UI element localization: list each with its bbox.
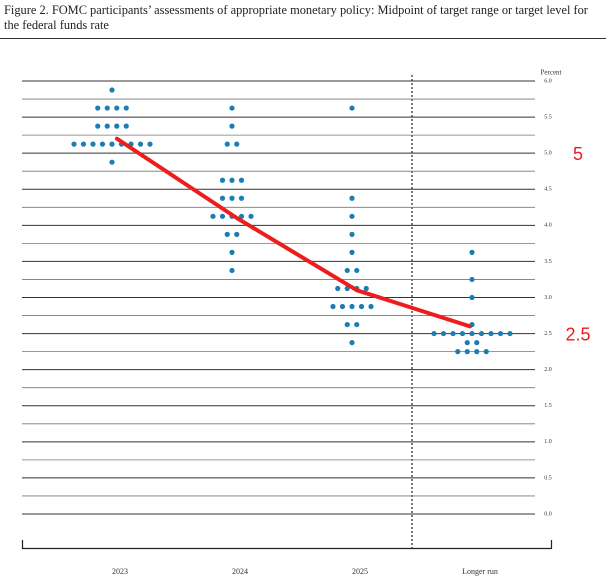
dot <box>229 177 235 183</box>
dot <box>109 87 115 93</box>
dot <box>349 340 355 346</box>
dot <box>469 330 475 337</box>
y-tick-label: 1.5 <box>544 403 552 409</box>
dot <box>90 141 96 147</box>
dot <box>469 294 475 301</box>
dot <box>248 213 254 219</box>
dot <box>210 213 216 219</box>
y-tick-label: 1.0 <box>544 439 552 445</box>
dot <box>104 105 110 111</box>
chart-title: Figure 2. FOMC participants’ assessments… <box>4 3 588 32</box>
dot <box>330 303 336 310</box>
dot <box>368 303 374 310</box>
dot <box>224 231 230 237</box>
dot <box>455 349 461 355</box>
dot <box>71 141 77 147</box>
y-tick-label: 4.0 <box>544 223 552 229</box>
x-tick-label: 2023 <box>112 567 128 576</box>
dot <box>123 105 129 111</box>
dot <box>229 195 235 201</box>
dot <box>474 340 480 346</box>
dot <box>219 195 226 201</box>
dot <box>238 213 245 219</box>
dot <box>349 231 355 237</box>
dot <box>354 267 360 274</box>
dot <box>219 177 226 183</box>
dot <box>478 330 485 337</box>
y-tick-label: 4.5 <box>544 187 552 193</box>
dot <box>234 141 240 147</box>
x-tick-label: 2025 <box>352 567 368 576</box>
y-tick-label: 3.5 <box>544 259 552 265</box>
dot <box>349 303 355 310</box>
dot <box>229 105 235 111</box>
dot <box>464 349 470 355</box>
dot <box>229 249 235 255</box>
y-tick-label: 2.5 <box>544 331 552 337</box>
dot <box>363 285 369 292</box>
annotation: 5 <box>573 144 583 164</box>
dot <box>95 123 101 129</box>
dot <box>459 330 466 337</box>
dot <box>229 123 235 129</box>
dot <box>469 276 475 283</box>
y-tick-label: 5.0 <box>544 151 552 157</box>
dot <box>95 105 101 111</box>
dot <box>123 123 129 129</box>
dot <box>229 267 235 274</box>
dot <box>469 249 475 255</box>
dot <box>349 249 355 255</box>
dot <box>104 123 110 129</box>
dot <box>137 141 144 147</box>
dot <box>354 321 360 328</box>
dot <box>450 330 456 337</box>
y-tick-label: 3.0 <box>544 295 552 301</box>
dot <box>99 141 106 147</box>
dot <box>507 330 513 337</box>
dot <box>219 213 226 219</box>
y-tick-label: 6.0 <box>544 78 552 84</box>
dot <box>349 105 355 111</box>
x-tick-label: 2024 <box>232 567 248 576</box>
dot <box>440 330 447 337</box>
dot <box>238 195 245 201</box>
y-tick-label: 2.0 <box>544 367 552 373</box>
dot <box>339 303 346 310</box>
dot <box>114 123 120 129</box>
dot <box>349 195 355 201</box>
dot <box>488 330 494 337</box>
annotation: 2.5 <box>565 324 590 344</box>
dot <box>344 267 350 274</box>
dot <box>234 231 240 237</box>
x-tick-label: Longer run <box>462 567 498 576</box>
y-tick-label: 0.0 <box>544 511 552 517</box>
dot <box>474 349 480 355</box>
dot <box>114 105 120 111</box>
y-tick-label: 5.5 <box>544 114 552 120</box>
dot <box>80 141 87 147</box>
dot <box>109 159 115 165</box>
y-tick-label: 0.5 <box>544 475 552 481</box>
dot <box>147 141 153 147</box>
y-axis-label: Percent <box>541 69 562 77</box>
dot <box>349 213 355 219</box>
dot <box>358 303 365 310</box>
dot <box>224 141 230 147</box>
trend-line <box>115 136 472 329</box>
dot <box>344 321 350 328</box>
dot <box>109 141 115 147</box>
dot <box>238 177 245 183</box>
dot <box>464 340 470 346</box>
dot <box>483 349 489 355</box>
dot <box>431 330 437 337</box>
dot <box>335 285 341 292</box>
dot <box>497 330 504 337</box>
